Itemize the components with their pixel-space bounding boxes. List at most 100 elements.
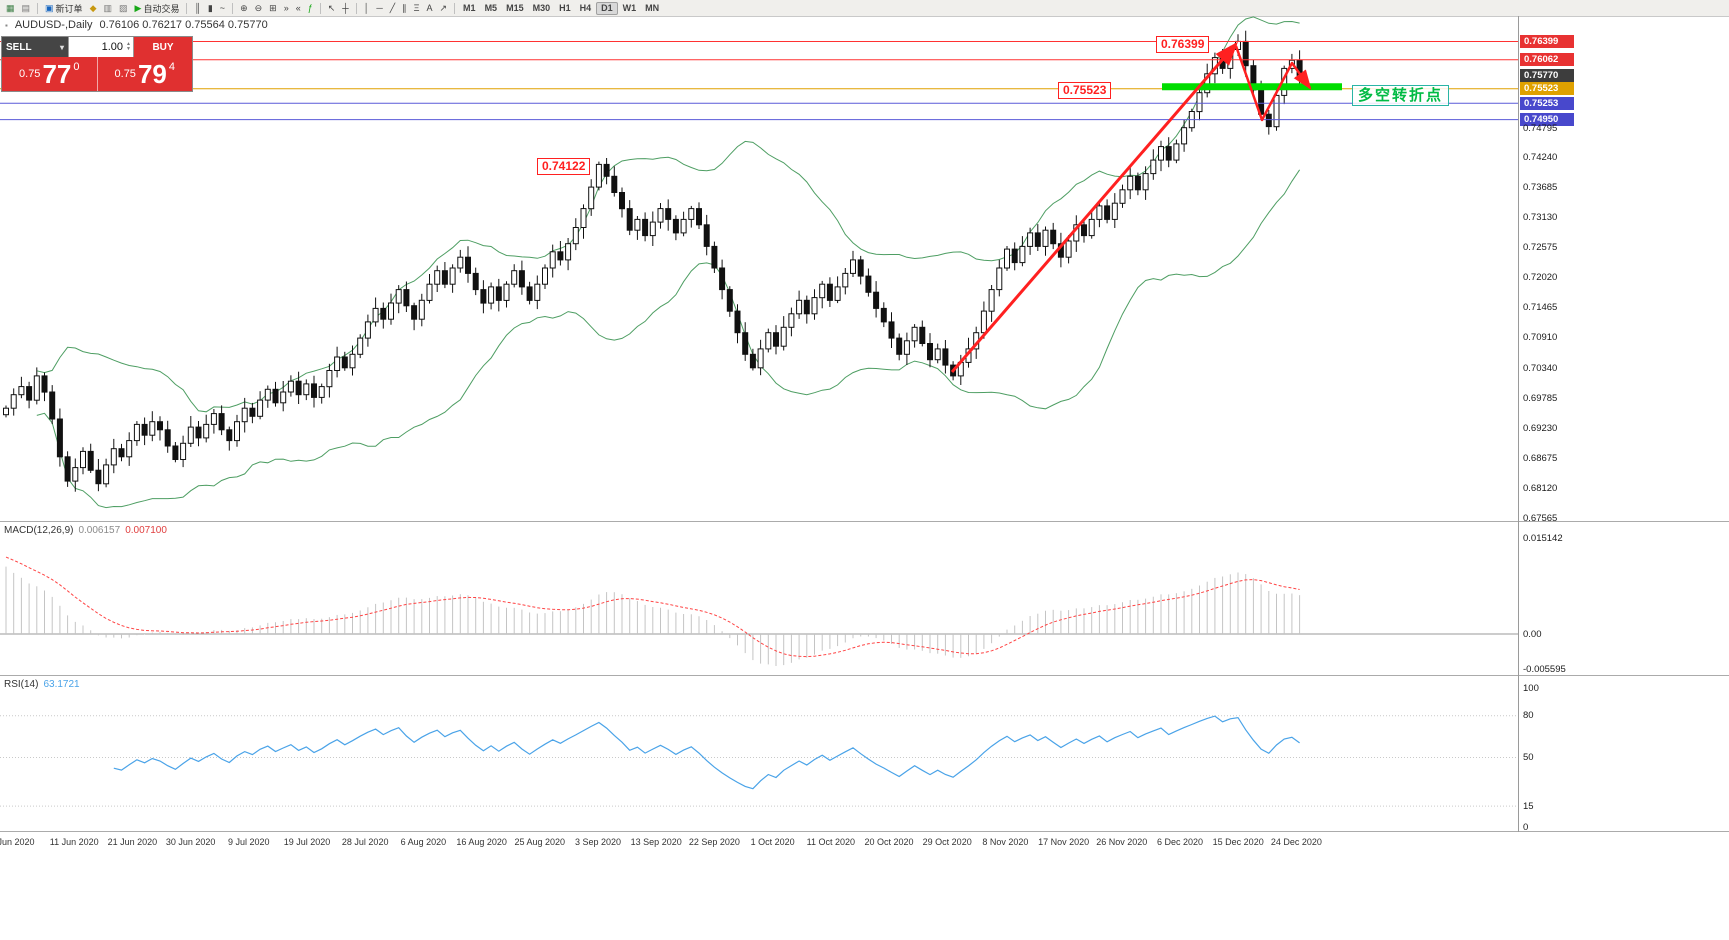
- price-tick: 0.69230: [1523, 422, 1558, 434]
- timeframe-m15-button[interactable]: M15: [506, 3, 524, 13]
- zoom-in-icon[interactable]: ⊕: [237, 2, 251, 15]
- date-label: 9 Jul 2020: [228, 837, 270, 847]
- price-chart-canvas[interactable]: [0, 16, 1518, 521]
- ask-price-small: 0.75: [114, 68, 136, 80]
- profiles-icon[interactable]: ▤: [19, 2, 34, 15]
- auto-trading-button[interactable]: ▶ 自动交易: [132, 2, 183, 15]
- text-label-icon[interactable]: A: [423, 2, 435, 15]
- cursor-icon: ↖: [327, 2, 336, 13]
- time-axis[interactable]: Jun 2020 11 Jun 2020 21 Jun 2020 30 Jun 202…: [0, 832, 1729, 854]
- toolbar-separator: [454, 2, 456, 14]
- crosshair-icon[interactable]: ┼: [339, 2, 351, 15]
- rsi-indicator-label: RSI(14) 63.1721: [4, 679, 80, 690]
- new-order-button-label: 新订单: [55, 3, 83, 14]
- chart-shift-icon[interactable]: «: [293, 2, 304, 15]
- sell-price-button[interactable]: 0.75 77 0: [2, 57, 98, 91]
- cursor-icon[interactable]: ↖: [325, 2, 339, 15]
- navigator-icon: ▨: [119, 2, 128, 13]
- buy-button[interactable]: BUY: [134, 37, 192, 57]
- horizontal-line-icon: ─: [376, 2, 383, 13]
- macd-axis-label: 0.015142: [1523, 532, 1563, 544]
- timeframe-m1-button[interactable]: M1: [463, 3, 476, 13]
- price-tick: 0.71465: [1523, 302, 1558, 314]
- sell-button[interactable]: SELL ▾: [2, 37, 68, 57]
- toolbar-items: ▦ ▤ ▣ 新订单 ◆ ▥ ▨ ▶ 自动交易 ║ ▮ ~ ⊕ ⊖ ⊞» «ƒ ↖ ┼ │ ─ ╱ ∥ Ξ A ↗ M1 M5 M15 M…: [0, 1, 666, 15]
- spinner-up-icon[interactable]: ▲: [126, 41, 131, 47]
- buy-price-button[interactable]: 0.75 79 4: [97, 57, 192, 91]
- trend-line: [950, 41, 1238, 373]
- date-label: 3 Sep 2020: [574, 837, 622, 847]
- timeframe-m30-button[interactable]: M30: [532, 3, 551, 13]
- price-tick: 0.73130: [1523, 212, 1558, 224]
- timeframe-h4-button[interactable]: H4: [579, 3, 592, 13]
- chart-bullet-icon: ▪: [5, 20, 8, 30]
- line-chart-icon[interactable]: ~: [217, 2, 228, 15]
- rsi-name: RSI(14): [4, 679, 39, 690]
- navigator-icon[interactable]: ▨: [116, 2, 131, 15]
- candlestick-chart-icon[interactable]: ▮: [205, 2, 216, 15]
- panel-separator: [0, 831, 1729, 832]
- rsi-axis-label: 100: [1523, 682, 1539, 694]
- toolbar-separator: [37, 2, 39, 14]
- timeframe-mn-button[interactable]: MN: [645, 3, 660, 13]
- rsi-canvas[interactable]: [0, 676, 1518, 831]
- volume-spinner[interactable]: ▲ ▼: [126, 42, 131, 52]
- date-label: 1 Oct 2020: [750, 837, 795, 847]
- macd-indicator-label: MACD(12,26,9) 0.006157 0.007100: [4, 525, 167, 536]
- date-label: 6 Aug 2020: [400, 837, 447, 847]
- market-watch-icon[interactable]: ◆: [87, 2, 100, 15]
- panel-separator[interactable]: [0, 675, 1729, 676]
- rsi-axis-label: 80: [1523, 710, 1534, 722]
- equidistant-channel-icon[interactable]: ∥: [399, 2, 410, 15]
- one-click-trading-panel: SELL ▾ 1.00 ▲ ▼ BUY 0.75 77 0 0.75 79 4: [1, 36, 193, 92]
- equidistant-channel-icon: ∥: [402, 2, 407, 13]
- panel-separator[interactable]: [0, 521, 1729, 522]
- rsi-axis-label: 15: [1523, 800, 1534, 812]
- auto-trading-button: ▶: [134, 2, 142, 13]
- volume-input[interactable]: 1.00 ▲ ▼: [68, 37, 134, 57]
- zoom-out-icon[interactable]: ⊖: [252, 2, 266, 15]
- indicators-icon[interactable]: ƒ: [305, 2, 316, 15]
- candles: [3, 30, 1303, 492]
- volume-value: 1.00: [101, 41, 124, 53]
- price-tick: 0.70340: [1523, 362, 1558, 374]
- data-window-icon[interactable]: ▥: [100, 2, 115, 15]
- chart-header: ▪ AUDUSD-,Daily 0.76106 0.76217 0.75564 …: [5, 19, 268, 31]
- price-marker: 0.76399: [1520, 35, 1574, 48]
- macd-canvas[interactable]: [0, 522, 1518, 675]
- timeframe-d1-button[interactable]: D1: [596, 1, 618, 15]
- price-tick: 0.70910: [1523, 332, 1558, 344]
- date-label: 8 Nov 2020: [982, 837, 1029, 847]
- sell-button-label: SELL: [6, 41, 32, 53]
- date-label: 11 Jun 2020: [49, 837, 99, 847]
- candlestick-chart-icon: ▮: [207, 2, 213, 13]
- trendline-icon[interactable]: ╱: [387, 2, 398, 15]
- timeframe-h1-button[interactable]: H1: [559, 3, 571, 13]
- rsi-value: 63.1721: [43, 679, 80, 690]
- timeframe-w1-button[interactable]: W1: [622, 3, 637, 13]
- toolbar: ▦ ▤ ▣ 新订单 ◆ ▥ ▨ ▶ 自动交易 ║ ▮ ~ ⊕ ⊖ ⊞» «ƒ ↖ ┼ │ ─ ╱ ∥ Ξ A ↗ M1 M5 M15 M…: [0, 0, 1729, 17]
- date-label: 15 Dec 2020: [1212, 837, 1264, 847]
- indicators-icon: ƒ: [307, 2, 313, 13]
- vertical-line-icon[interactable]: │: [361, 2, 373, 15]
- price-tick: 0.74240: [1523, 152, 1558, 164]
- macd-value-signal: 0.007100: [125, 525, 167, 536]
- tile-windows-icon[interactable]: ⊞: [266, 2, 280, 15]
- date-label: 24 Dec 2020: [1270, 837, 1322, 847]
- arrow-objects-icon[interactable]: ↗: [437, 2, 451, 15]
- fibonacci-icon[interactable]: Ξ: [411, 2, 423, 15]
- bar-chart-icon[interactable]: ║: [191, 2, 203, 15]
- date-label: 20 Oct 2020: [864, 837, 914, 847]
- new-chart-icon[interactable]: ▦: [3, 2, 18, 15]
- chevron-down-icon: ▾: [59, 42, 64, 52]
- timeframe-m5-button[interactable]: M5: [484, 3, 498, 13]
- date-label: 16 Aug 2020: [456, 837, 507, 847]
- macd-axis-label: -0.005595: [1523, 664, 1566, 675]
- auto-scroll-icon[interactable]: »: [281, 2, 292, 15]
- new-order-button[interactable]: ▣ 新订单: [42, 2, 86, 15]
- horizontal-line-icon[interactable]: ─: [373, 2, 385, 15]
- spinner-down-icon[interactable]: ▼: [126, 46, 131, 52]
- price-tick: 0.73685: [1523, 182, 1558, 194]
- price-tick: 0.72575: [1523, 242, 1558, 254]
- price-marker: 0.75523: [1520, 82, 1574, 96]
